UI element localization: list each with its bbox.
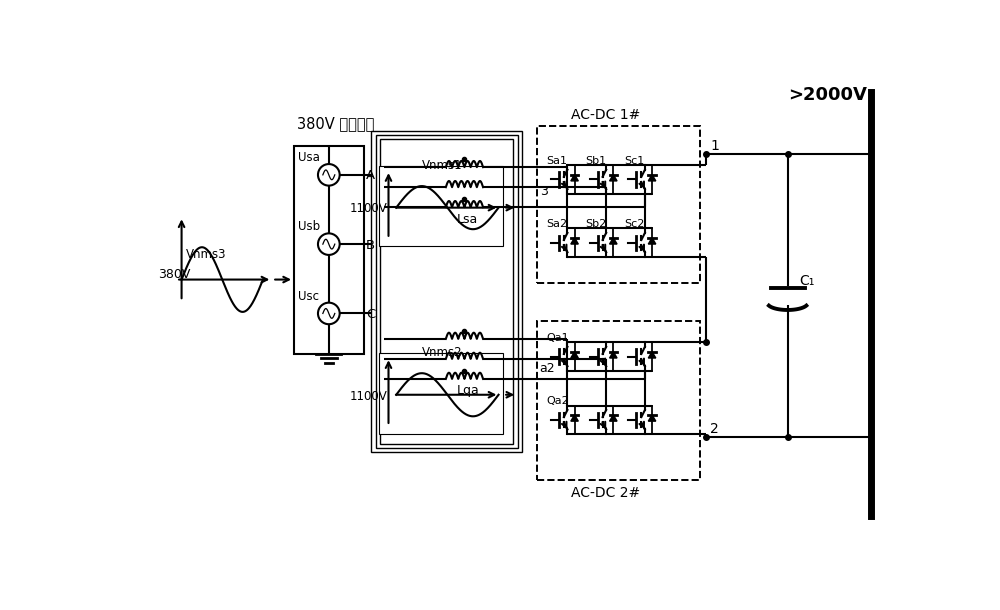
Text: Qa2: Qa2 [546,396,569,406]
Text: C₁: C₁ [799,274,815,289]
Polygon shape [610,174,617,181]
Bar [371,131,522,452]
Polygon shape [648,238,656,244]
Text: Sa2: Sa2 [546,218,568,229]
Polygon shape [648,352,656,358]
Text: >2000V: >2000V [788,86,866,104]
Bar [294,146,364,354]
Text: AC-DC 2#: AC-DC 2# [571,486,640,500]
Text: B: B [366,239,375,252]
Bar [380,140,513,443]
Bar [379,353,503,434]
Text: AC-DC 1#: AC-DC 1# [571,109,640,123]
Text: Lqa: Lqa [457,384,479,397]
Text: Sb1: Sb1 [585,156,606,165]
Text: Qa1: Qa1 [546,332,569,343]
Bar [376,135,518,448]
Text: 2: 2 [710,422,719,436]
Text: Vnms1: Vnms1 [422,159,462,171]
Bar [537,126,700,282]
Text: Usc: Usc [298,290,319,303]
Text: Sb2: Sb2 [585,218,606,229]
Text: Sc2: Sc2 [624,218,644,229]
Polygon shape [571,415,578,421]
Polygon shape [571,174,578,181]
Polygon shape [610,238,617,244]
Bar [379,165,503,246]
Polygon shape [648,174,656,181]
Text: 380V 低压电网: 380V 低压电网 [297,117,374,132]
Bar [537,321,700,479]
Text: Vnms2: Vnms2 [422,346,462,359]
Text: 1100V: 1100V [350,390,388,403]
Text: 1: 1 [710,139,719,153]
Text: C: C [366,308,375,321]
Text: 1100V: 1100V [350,203,388,215]
Text: Lsa: Lsa [457,212,478,226]
Polygon shape [610,352,617,358]
Text: Sa1: Sa1 [546,156,567,165]
Polygon shape [571,352,578,358]
Text: Usb: Usb [298,220,320,233]
Text: Vnms3: Vnms3 [185,248,226,261]
Text: A: A [366,170,375,182]
Text: 380V: 380V [158,268,191,281]
Polygon shape [648,415,656,421]
Polygon shape [571,238,578,244]
Text: 3: 3 [540,185,548,198]
Text: Sc1: Sc1 [624,156,644,165]
Polygon shape [610,415,617,421]
Text: a2: a2 [540,362,555,375]
Text: Usa: Usa [298,151,320,164]
